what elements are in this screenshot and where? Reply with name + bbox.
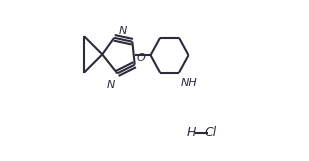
Text: Cl: Cl bbox=[205, 126, 217, 139]
Text: NH: NH bbox=[181, 78, 198, 88]
Text: N: N bbox=[119, 26, 127, 36]
Text: N: N bbox=[107, 80, 115, 90]
Text: H: H bbox=[187, 126, 197, 139]
Text: O: O bbox=[137, 52, 146, 63]
